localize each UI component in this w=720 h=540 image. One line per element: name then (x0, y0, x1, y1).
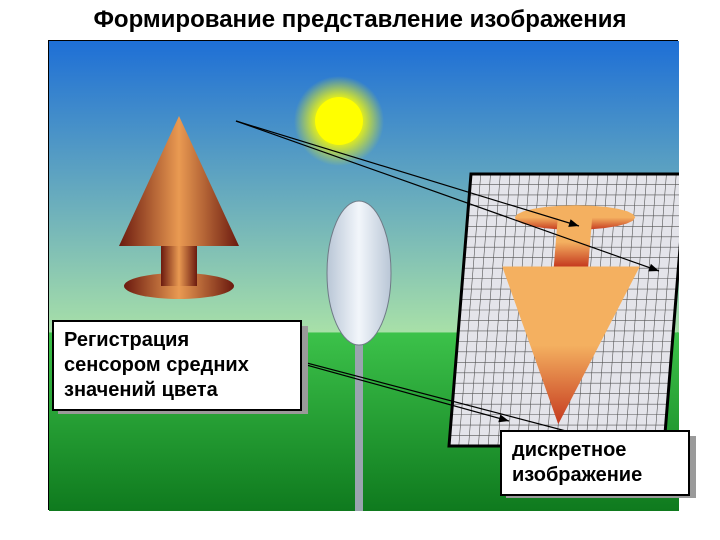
page-title: Формирование представление изображения (0, 6, 720, 34)
label-discrete-image: дискретноеизображение (500, 430, 690, 496)
sun-core (315, 97, 363, 145)
lens-post (355, 341, 363, 511)
label-registration: Регистрациясенсором среднихзначений цвет… (52, 320, 302, 411)
projection-screen (449, 174, 679, 446)
label-discrete-text: дискретноеизображение (512, 439, 642, 486)
label-registration-text: Регистрациясенсором среднихзначений цвет… (64, 329, 249, 401)
lens (327, 201, 391, 345)
